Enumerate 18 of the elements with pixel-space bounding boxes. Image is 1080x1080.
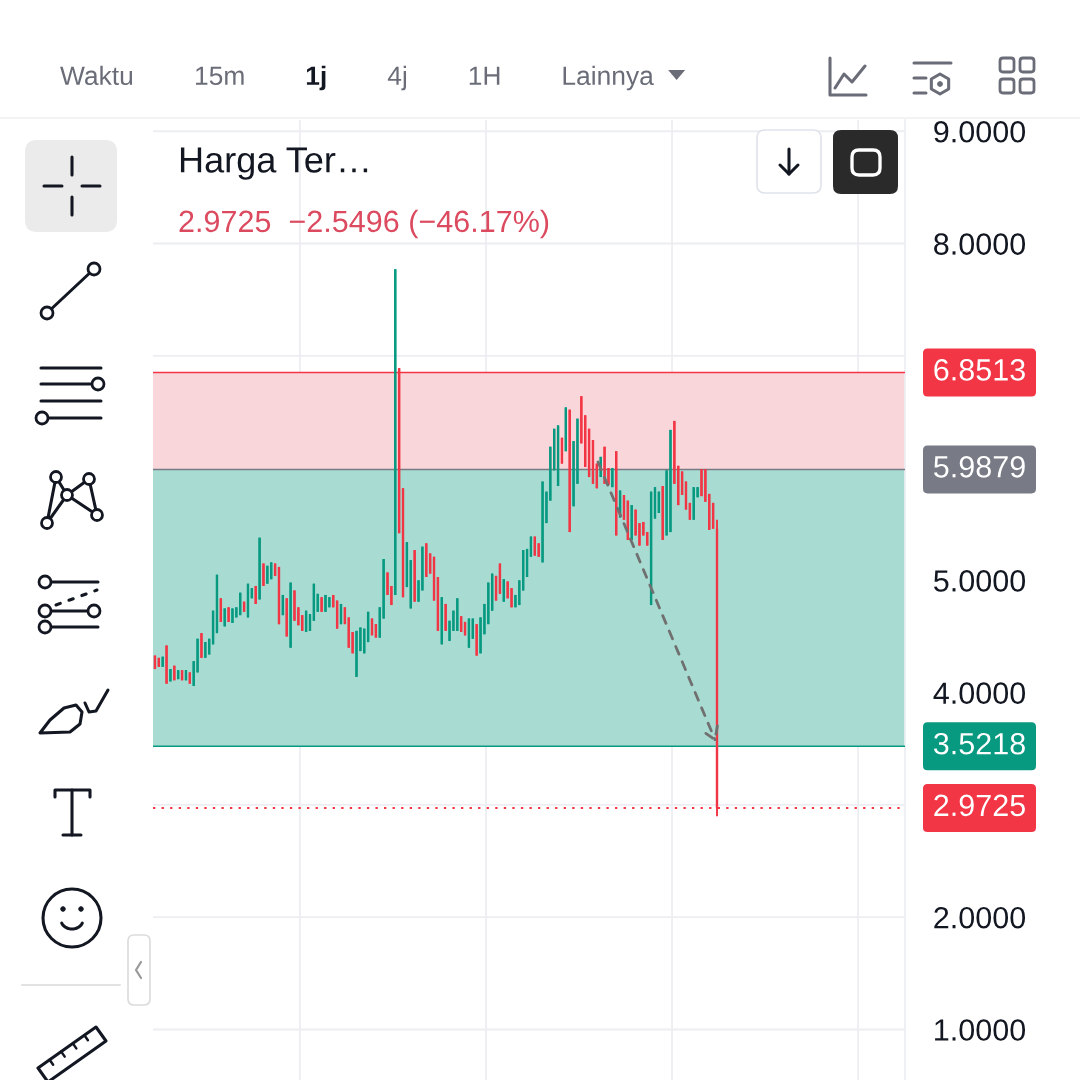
text: 2.9725 −2.5496 (−46.17%) [179,209,549,239]
ref-line-label: 5.9879 [934,455,1025,478]
text: Lainnya [563,65,654,91]
text: 1H [469,66,500,85]
text: 1j [306,65,326,91]
ref-line-label: 2.9725 [934,794,1025,817]
y-tick-label: 2.0000 [934,906,1026,929]
ref-line-label: 3.5218 [933,732,1025,755]
ref-line-label: 6.8513 [934,359,1025,381]
text: 4j [387,65,407,91]
y-tick-label: 5.0000 [934,570,1026,592]
text: Waktu [60,65,133,86]
text: Harga Ter… [180,147,368,180]
y-tick-label: 8.0000 [934,233,1026,255]
text: 15m [196,66,244,86]
y-tick-label: 1.0000 [935,1019,1026,1041]
y-tick-label: 4.0000 [933,682,1026,704]
y-tick-label: 9.0000 [934,120,1026,143]
